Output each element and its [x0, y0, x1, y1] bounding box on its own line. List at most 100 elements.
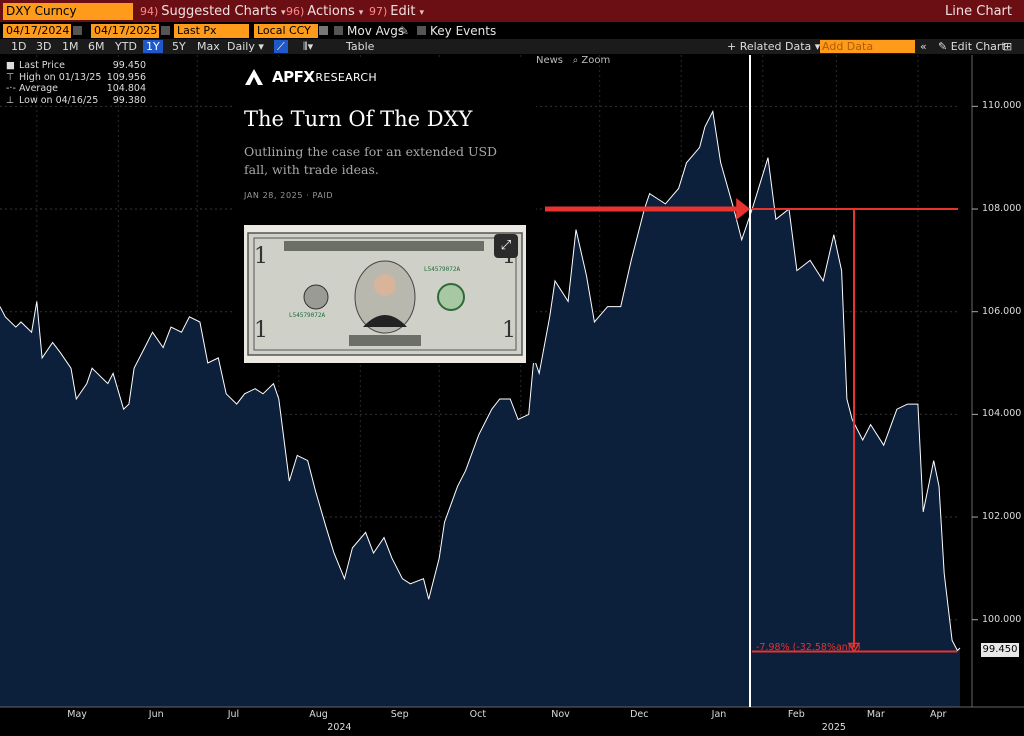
chart-type-title: Line Chart [945, 4, 1012, 19]
x-year-label: 2025 [821, 722, 846, 733]
high-icon: ⊤ [6, 71, 15, 83]
price-field-select[interactable]: Last Px [174, 24, 249, 38]
last-price-tag: 99.450 [981, 643, 1019, 657]
legend-row: ⊥ Low on 04/16/25 99.380 [6, 95, 146, 107]
x-tick-label: Sep [390, 709, 409, 720]
legend-label: High on 01/13/25 [19, 71, 102, 83]
chevron-down-icon: ▾ [358, 8, 364, 18]
menu-number: 96) [286, 5, 305, 18]
expand-icon[interactable]: ⤢ [494, 234, 518, 258]
menu-label: Suggested Charts [161, 4, 278, 19]
related-data-button[interactable]: + Related Data ▾ [727, 40, 821, 53]
edit-menu[interactable]: 97) Edit ▾ [369, 3, 424, 20]
ticker-field[interactable]: DXY Curncy [3, 3, 133, 20]
legend-value: 99.380 [112, 94, 146, 106]
chevron-down-icon: ▾ [419, 8, 425, 18]
range-max-button[interactable]: Max [197, 40, 220, 53]
add-data-input[interactable]: Add Data [820, 40, 915, 53]
date-to-field[interactable]: 04/17/2025 [91, 24, 159, 38]
range-3d-button[interactable]: 3D [36, 40, 52, 53]
date-from-field[interactable]: 04/17/2024 [3, 24, 71, 38]
price-area [0, 111, 960, 707]
range-1m-button[interactable]: 1M [62, 40, 79, 53]
edit-chart-button[interactable]: ✎ Edit Chart [938, 40, 1006, 53]
key-events-checkbox[interactable] [417, 26, 426, 35]
legend-value: 104.804 [106, 83, 146, 94]
square-icon: ■ [6, 60, 15, 71]
related-data-label: + Related Data [727, 40, 812, 53]
x-year-label: 2024 [327, 722, 352, 733]
zoom-button[interactable]: Zoom [581, 55, 611, 66]
menu-label: Edit [390, 4, 416, 19]
x-tick-label: Oct [469, 709, 487, 720]
news-zoom-bar: News ⌕ Zoom [536, 55, 610, 66]
legend-row: ■ Last Price 99.450 [6, 60, 146, 72]
svg-text:1: 1 [502, 318, 516, 343]
x-tick-label: Jan [711, 709, 727, 720]
mov-avgs-label: Mov Avgs [347, 24, 405, 38]
logo-text: APFX [272, 68, 315, 86]
period-select[interactable]: Daily ▾ [227, 40, 264, 53]
legend-label: Low on 04/16/25 [19, 94, 99, 106]
collapse-icon[interactable]: « [920, 40, 927, 53]
chart-axes [0, 55, 1024, 708]
legend-value: 99.450 [112, 60, 146, 71]
pencil-icon[interactable]: ✎ [399, 24, 410, 38]
range-1y-button[interactable]: 1Y [143, 40, 163, 53]
article-subtitle: Outlining the case for an extended USD f… [244, 144, 498, 177]
y-tick-label: 110.000 [982, 100, 1022, 112]
range-5y-button[interactable]: 5Y [172, 40, 186, 53]
legend-label: Last Price [19, 60, 65, 71]
search-icon: ⌕ [572, 55, 579, 66]
legend: ■ Last Price 99.450 ⊤ High on 01/13/25 109.9… [6, 60, 146, 106]
line-chart-icon[interactable]: ⟋ [274, 40, 288, 53]
red-arrow-head [736, 198, 751, 221]
svg-text:L54579072A: L54579072A [289, 312, 326, 319]
chevron-down-icon: ▾ [281, 8, 286, 18]
actions-menu[interactable]: 96) Actions ▾ [286, 3, 363, 20]
x-tick-label: Nov [551, 709, 570, 720]
annotation-label: -7.98% (-32.58%ann.) [756, 642, 861, 653]
legend-row: -·- Average 104.804 [6, 83, 146, 95]
x-tick-label: Jun [148, 709, 164, 720]
menu-number: 94) [140, 5, 159, 18]
edit-chart-label: Edit Chart [950, 40, 1006, 53]
svg-text:L54579072A: L54579072A [424, 266, 461, 273]
x-tick-label: Apr [929, 709, 947, 720]
mov-avgs-checkbox[interactable] [334, 26, 343, 35]
tick-marks [972, 105, 978, 621]
triangle-logo-icon [245, 69, 263, 85]
y-tick-label: 106.000 [982, 305, 1022, 317]
range-ytd-button[interactable]: YTD [115, 40, 137, 53]
key-events-label: Key Events [430, 24, 497, 38]
x-tick-label: Feb [787, 709, 805, 720]
menu-label: Actions [307, 4, 355, 19]
x-tick-label: Mar [866, 709, 885, 720]
suggested-charts-menu[interactable]: 94) Suggested Charts ▾ [140, 3, 286, 20]
range-6m-button[interactable]: 6M [88, 40, 105, 53]
x-tick-label: Aug [309, 709, 328, 720]
calendar-icon[interactable] [161, 26, 170, 35]
calendar-icon[interactable] [73, 26, 82, 35]
currency-dropdown-icon[interactable] [319, 26, 328, 35]
table-button[interactable]: Table [346, 40, 375, 53]
currency-select[interactable]: Local CCY [254, 24, 318, 38]
logo-subtext: RESEARCH [315, 70, 377, 84]
x-tick-label: Jul [227, 709, 240, 720]
low-icon: ⊥ [6, 94, 15, 106]
legend-label: Average [19, 83, 59, 94]
legend-value: 109.956 [106, 71, 146, 83]
range-toolbar [0, 39, 1024, 54]
article-meta: JAN 28, 2025 · PAID [244, 191, 334, 200]
svg-text:1: 1 [254, 244, 268, 269]
menu-number: 97) [369, 5, 388, 18]
news-button[interactable]: News [536, 55, 564, 66]
y-tick-label: 104.000 [982, 408, 1022, 420]
y-tick-label: 102.000 [982, 511, 1022, 523]
grid-icon[interactable]: ⊞ [1003, 40, 1013, 53]
drop-arrow-head [847, 642, 861, 653]
range-1d-button[interactable]: 1D [11, 40, 27, 53]
y-tick-label: 108.000 [982, 203, 1022, 215]
bar-chart-icon[interactable]: ⫴▾ [303, 40, 314, 53]
